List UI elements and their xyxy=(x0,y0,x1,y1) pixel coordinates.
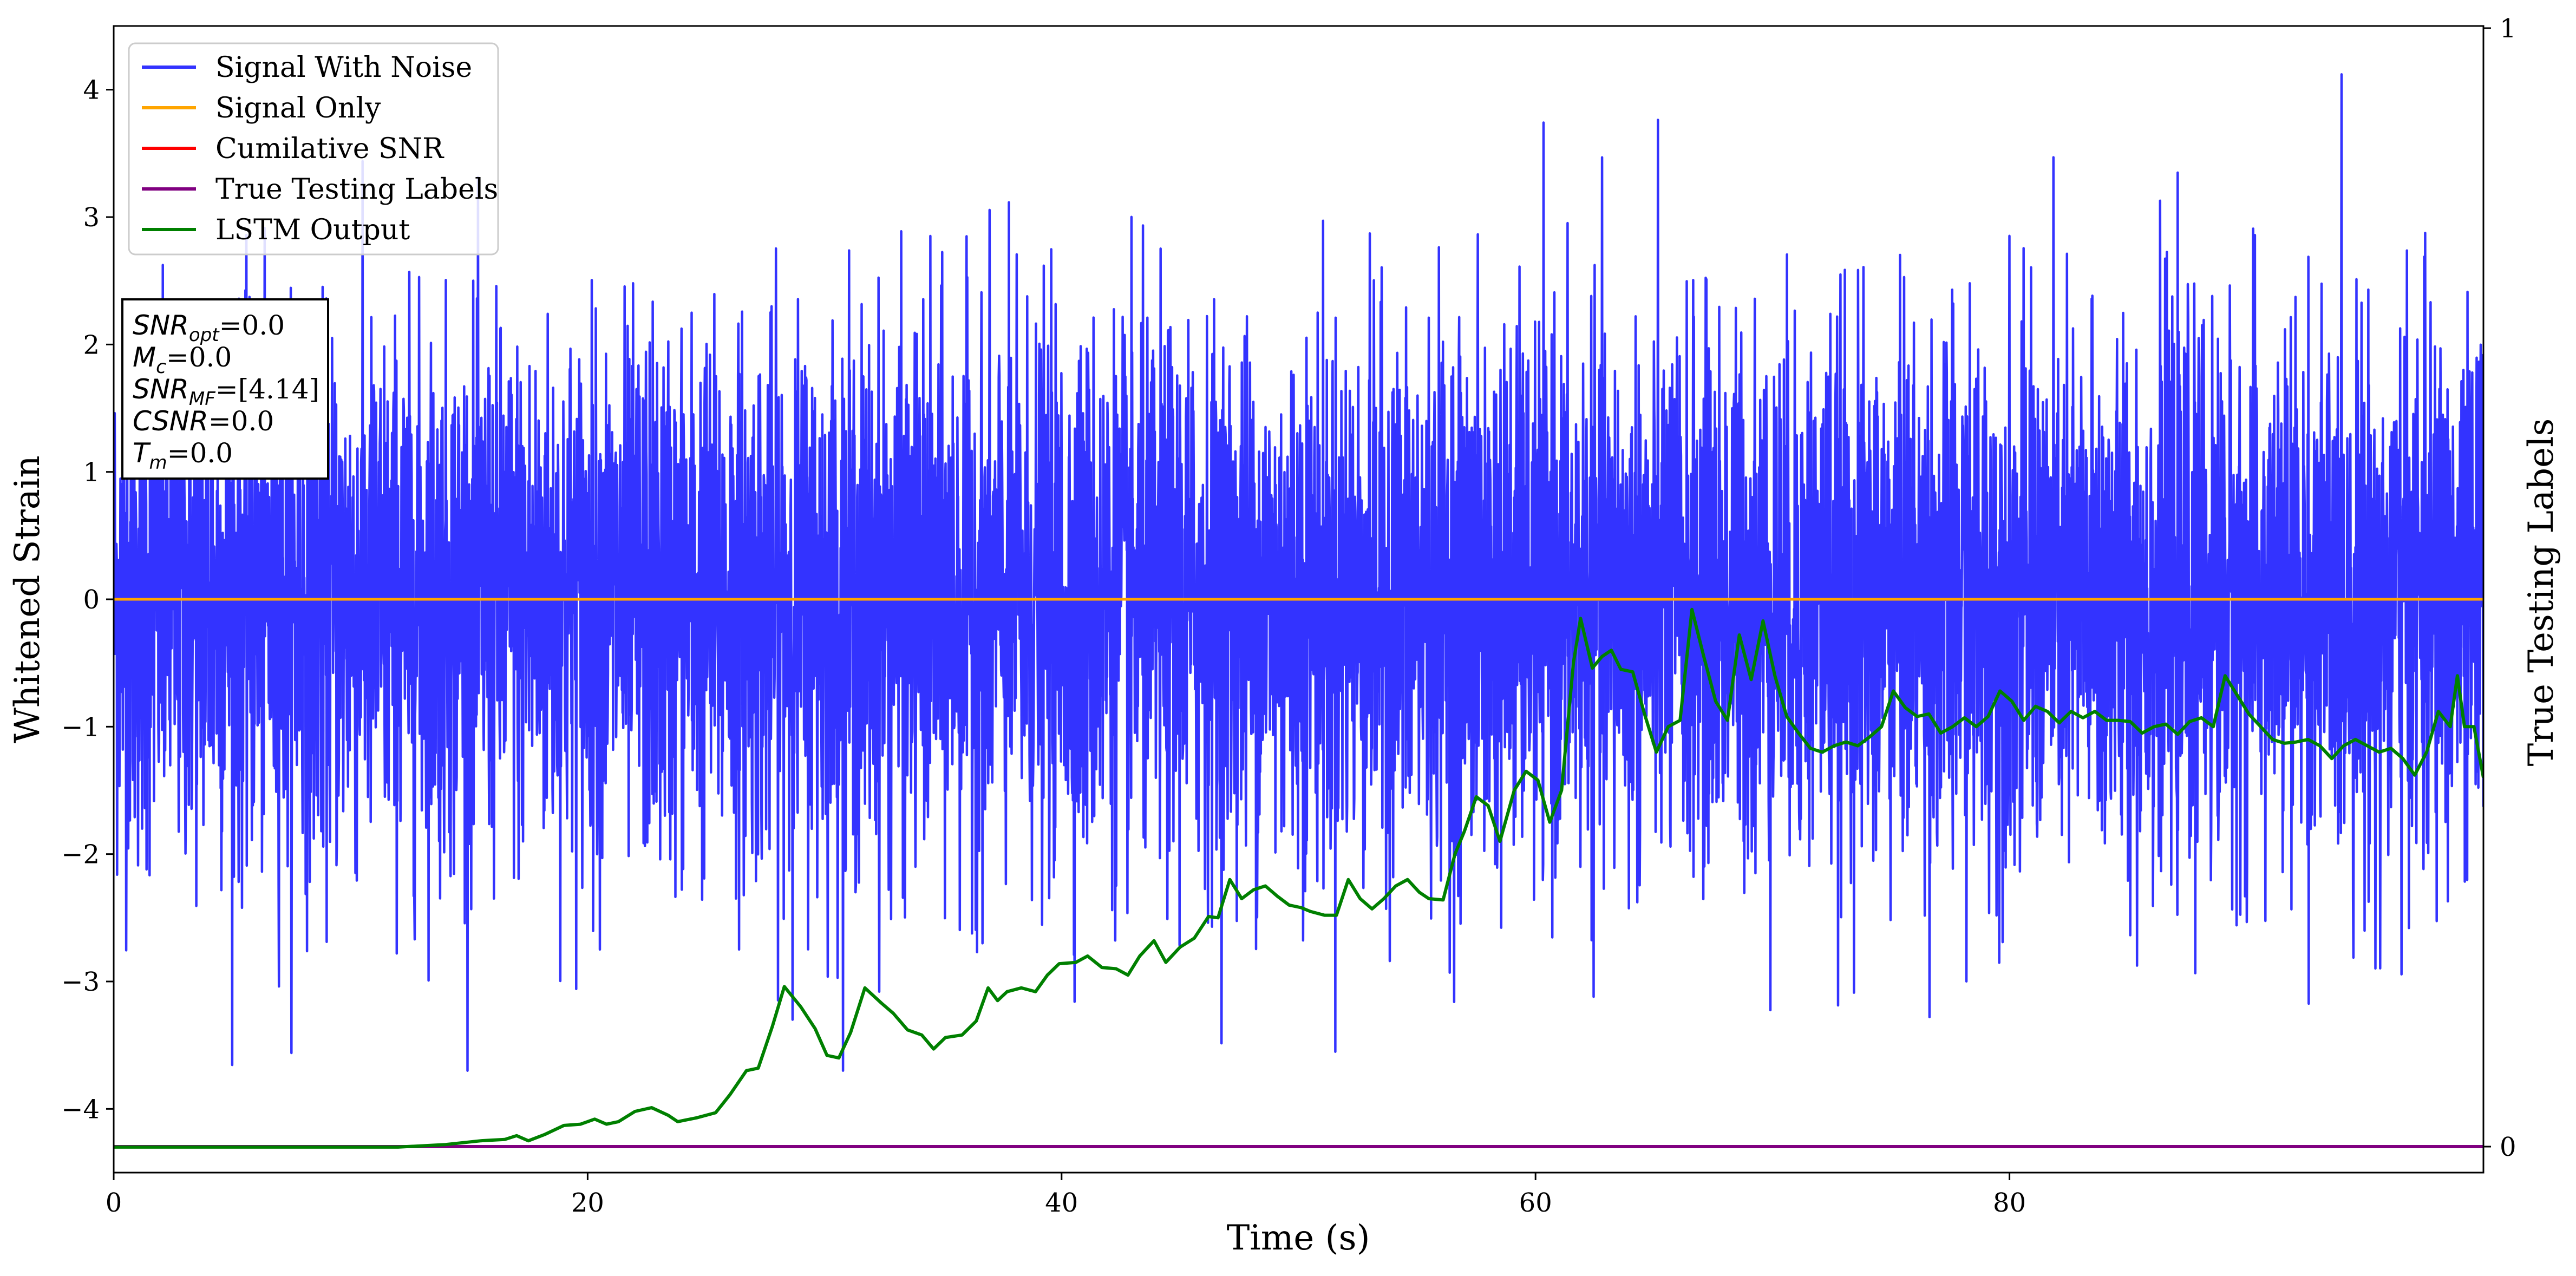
parameter-annotation-box: SNRopt=0.0 Mc=0.0 SNRMF=[4.14] CSNR=0.0 … xyxy=(121,298,329,480)
annotation-box-frame xyxy=(121,298,329,480)
x-tick-label: 20 xyxy=(571,1188,604,1218)
y-tick-label: −3 xyxy=(61,967,100,997)
annotation-snr-opt: SNRopt=0.0 xyxy=(133,310,285,346)
signal-with-noise-series xyxy=(114,73,2483,1072)
x-tick-label: 0 xyxy=(106,1188,122,1218)
y-tick-label: 3 xyxy=(83,202,100,233)
annotation-tm: Tm=0.0 xyxy=(133,437,233,474)
y-tick-label: 2 xyxy=(83,330,100,360)
y-axis-left: −4 −3 −2 −1 0 1 2 3 4 xyxy=(61,75,114,1124)
annotation-mc: Mc=0.0 xyxy=(133,342,232,378)
y-tick-label: −2 xyxy=(61,840,100,870)
signal-with-noise-line xyxy=(114,73,2483,1072)
y-tick-label: −4 xyxy=(61,1094,100,1124)
y-tick-label: 4 xyxy=(83,75,100,106)
x-tick-label: 80 xyxy=(1993,1188,2026,1218)
legend-label: True Testing Labels xyxy=(215,173,498,206)
legend-label: Cumilative SNR xyxy=(215,133,444,165)
annotation-snr-mf: SNRMF=[4.14] xyxy=(133,374,319,410)
line-series-group xyxy=(114,598,2483,1149)
legend-box xyxy=(128,42,499,256)
legend: Signal With Noise Signal Only Cumilative S… xyxy=(128,42,499,256)
x-axis-label: Time (s) xyxy=(1227,1218,1370,1258)
y-axis-label: Whitened Strain xyxy=(8,455,48,743)
legend-entries: Signal With Noise Signal Only Cumilative S… xyxy=(142,51,498,246)
plot-area xyxy=(113,25,2485,1174)
x-tick-label: 40 xyxy=(1045,1188,1078,1218)
y-axis-label-right: True Testing Labels xyxy=(2521,418,2561,767)
x-axis: 0 20 40 60 80 xyxy=(106,1173,2026,1218)
x-tick-label: 60 xyxy=(1519,1188,1552,1218)
y-tick-label: −1 xyxy=(61,712,100,742)
legend-label: LSTM Output xyxy=(215,214,410,246)
y-tick-label: 1 xyxy=(83,457,100,488)
annotation-csnr: CSNR=0.0 xyxy=(133,405,274,437)
legend-label: Signal Only xyxy=(215,92,381,125)
y-right-tick-label: 0 xyxy=(2500,1132,2516,1162)
y-tick-label: 0 xyxy=(83,585,100,615)
legend-label: Signal With Noise xyxy=(215,51,472,84)
y-axis-right: 01 xyxy=(2483,14,2516,1162)
lstm-output-line xyxy=(114,607,2483,1149)
y-right-tick-label: 1 xyxy=(2500,14,2516,44)
